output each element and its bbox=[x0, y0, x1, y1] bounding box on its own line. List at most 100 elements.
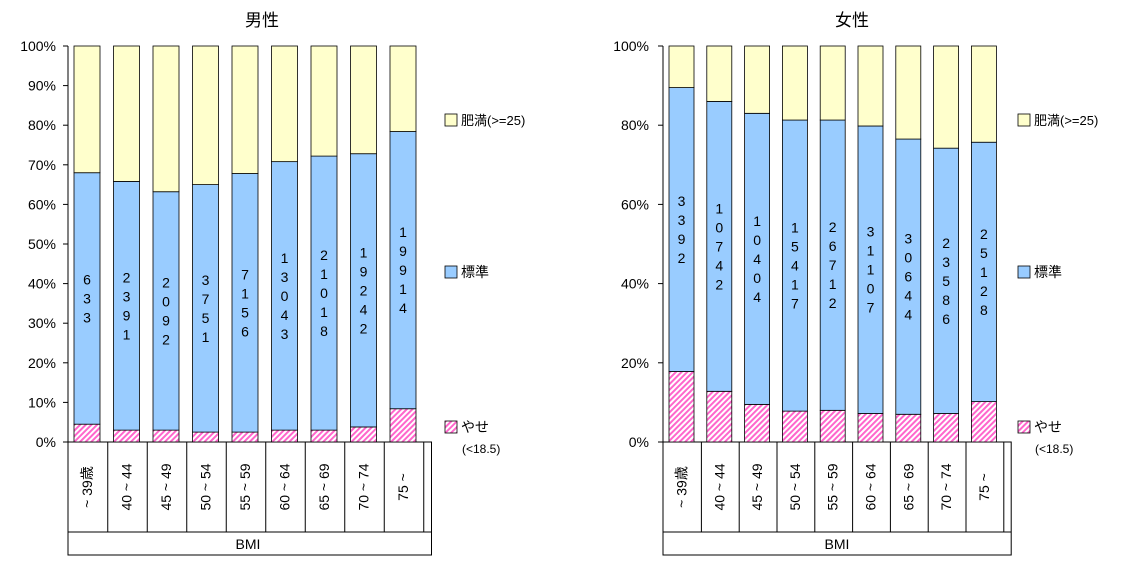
bar-standard bbox=[192, 184, 219, 433]
x-tick-label: 45 ~ 49 bbox=[158, 463, 174, 510]
bar-thin bbox=[782, 410, 808, 443]
y-tick-label: 100% bbox=[613, 38, 649, 54]
legend-label-standard: 標準 bbox=[1034, 264, 1062, 280]
bar-obese bbox=[895, 45, 922, 140]
y-tick-label: 20% bbox=[621, 355, 649, 371]
bar-standard bbox=[668, 87, 695, 372]
x-axis-label: BMI bbox=[236, 536, 261, 552]
bar-obese bbox=[933, 45, 959, 149]
y-tick-label: 0% bbox=[629, 434, 649, 450]
bar-thin bbox=[933, 413, 959, 443]
x-tick-label: 50 ~ 54 bbox=[787, 463, 803, 510]
bar-thin bbox=[971, 401, 997, 443]
bar-thin bbox=[310, 429, 338, 443]
legend-swatch-obese bbox=[444, 113, 458, 127]
x-tick-label: 55 ~ 59 bbox=[237, 463, 253, 510]
y-tick-label: 100% bbox=[20, 38, 56, 54]
y-tick-label: 20% bbox=[28, 355, 56, 371]
bar-obese bbox=[971, 45, 997, 143]
bar-obese bbox=[73, 45, 101, 174]
x-tick-label: 75 ~ bbox=[976, 473, 992, 501]
bar-thin bbox=[389, 408, 417, 443]
bar-obese bbox=[389, 45, 417, 132]
bar-obese bbox=[744, 45, 770, 114]
bar-standard bbox=[310, 155, 338, 431]
y-tick-label: 60% bbox=[28, 196, 56, 212]
bar-standard bbox=[73, 172, 101, 425]
legend-label-thin: やせ bbox=[1034, 419, 1062, 435]
bar-thin bbox=[113, 429, 140, 443]
bar-obese bbox=[192, 45, 219, 186]
bar-standard bbox=[113, 181, 140, 431]
x-tick-label: 70 ~ 74 bbox=[938, 463, 954, 510]
x-tick-label: 65 ~ 69 bbox=[316, 463, 332, 510]
y-tick-label: 80% bbox=[28, 117, 56, 133]
chart-title: 男性 bbox=[245, 11, 279, 30]
bar-obese bbox=[113, 45, 140, 182]
legend-label-thin: やせ bbox=[461, 419, 489, 435]
bar-standard bbox=[152, 191, 180, 431]
bar-standard bbox=[706, 101, 733, 392]
bar-obese bbox=[819, 45, 846, 121]
bar-thin bbox=[192, 431, 219, 443]
x-tick-label: ~ 39歳 bbox=[79, 466, 95, 508]
bar-thin bbox=[231, 431, 259, 443]
bar-thin bbox=[819, 409, 846, 443]
bar-standard bbox=[971, 141, 997, 403]
bar-thin bbox=[668, 371, 695, 443]
legend-swatch-thin bbox=[444, 420, 458, 434]
y-tick-label: 40% bbox=[28, 276, 56, 292]
y-tick-label: 40% bbox=[621, 276, 649, 292]
x-axis-label: BMI bbox=[825, 536, 850, 552]
bar-obese bbox=[706, 45, 733, 102]
bar-obese bbox=[857, 45, 884, 127]
y-tick-label: 30% bbox=[28, 315, 56, 331]
bar-standard bbox=[819, 119, 846, 411]
chart-panel-female: 女性 0% 20% 40% 60% 80% 100% 3 3 9 2 ~ 39歳 1 0 7 4 2 40 ~ … bbox=[613, 11, 1098, 556]
bar-thin bbox=[271, 429, 298, 443]
bar-obese bbox=[350, 45, 377, 155]
chart-title: 女性 bbox=[835, 11, 869, 30]
bar-obese bbox=[310, 45, 338, 157]
legend-swatch-obese bbox=[1017, 113, 1031, 127]
x-tick-label: 60 ~ 64 bbox=[863, 463, 879, 510]
y-tick-label: 70% bbox=[28, 157, 56, 173]
legend-swatch-standard bbox=[1017, 265, 1031, 279]
bar-obese bbox=[271, 45, 298, 163]
x-tick-label: 75 ~ bbox=[395, 473, 411, 501]
y-tick-label: 60% bbox=[621, 196, 649, 212]
y-tick-label: 80% bbox=[621, 117, 649, 133]
y-tick-label: 50% bbox=[28, 236, 56, 252]
bar-standard bbox=[231, 173, 259, 433]
bar-thin bbox=[350, 426, 377, 443]
bar-thin bbox=[706, 390, 733, 443]
y-tick-label: 0% bbox=[36, 434, 56, 450]
bar-standard bbox=[933, 147, 959, 414]
x-tick-label: ~ 39歳 bbox=[674, 466, 690, 508]
x-tick-label: 60 ~ 64 bbox=[277, 463, 293, 510]
bar-standard bbox=[782, 119, 808, 412]
bar-thin bbox=[73, 423, 101, 443]
bar-standard bbox=[857, 125, 884, 414]
y-tick-label: 10% bbox=[28, 394, 56, 410]
bar-thin bbox=[152, 429, 180, 443]
bar-obese bbox=[782, 45, 808, 121]
x-tick-label: 40 ~ 44 bbox=[119, 463, 135, 510]
x-tick-label: 70 ~ 74 bbox=[356, 463, 372, 510]
y-tick-label: 90% bbox=[28, 78, 56, 94]
legend-label-standard: 標準 bbox=[461, 264, 489, 280]
